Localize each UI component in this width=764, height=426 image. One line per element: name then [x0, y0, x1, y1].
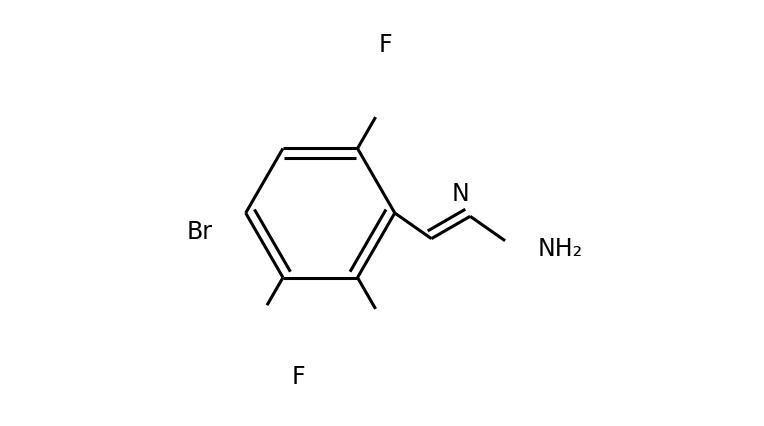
Text: F: F: [292, 365, 306, 389]
Text: Br: Br: [186, 220, 212, 244]
Text: N: N: [452, 182, 470, 206]
Text: F: F: [379, 33, 392, 57]
Text: NH₂: NH₂: [538, 237, 583, 261]
